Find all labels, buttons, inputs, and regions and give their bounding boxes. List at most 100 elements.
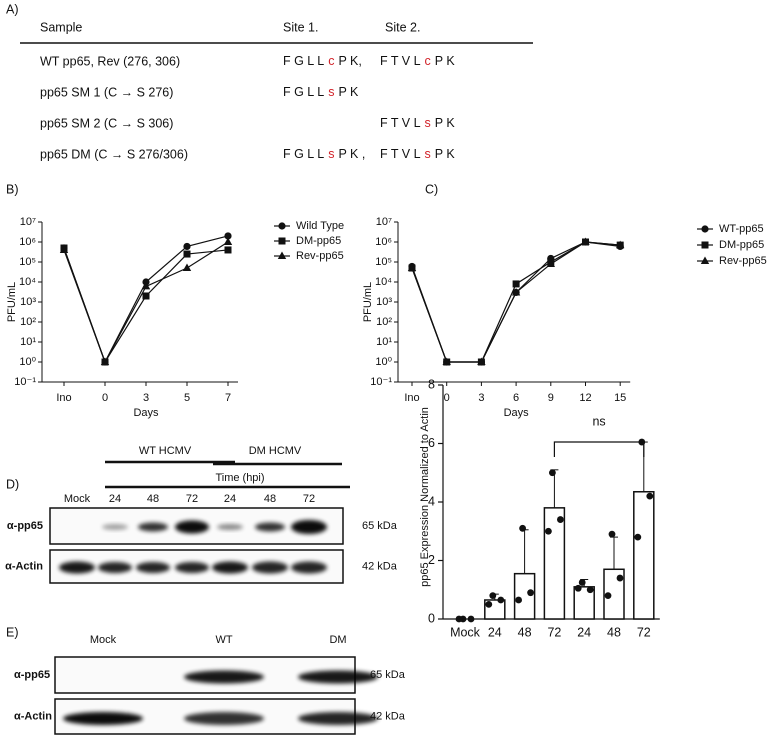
sequence-part: F T V L (380, 54, 421, 68)
marker (512, 280, 520, 288)
sequence-part: P K (338, 85, 359, 99)
data-point (527, 589, 534, 597)
x-tick-label: 5 (184, 392, 190, 404)
data-point (485, 600, 493, 608)
lane-label: 24 (109, 493, 121, 505)
x-axis-label: Days (504, 407, 530, 419)
marker (477, 357, 486, 365)
y-tick-label: 10⁶ (375, 236, 392, 248)
panel-label: E) (6, 625, 19, 639)
x-axis-label: Days (133, 407, 159, 419)
data-point (545, 527, 552, 535)
y-tick-label: 10⁵ (375, 256, 392, 268)
sequence: F G L L c P K, (283, 54, 362, 68)
y-tick-label: 2 (428, 553, 435, 567)
y-tick-label: 10⁷ (20, 216, 36, 228)
sequence-part: F G L L (283, 147, 324, 161)
size-label: 42 kDa (362, 560, 398, 572)
size-label: 65 kDa (362, 520, 398, 532)
bar (633, 491, 655, 620)
data-point (578, 579, 586, 586)
sequence-part: P K (435, 116, 456, 130)
data-point (586, 586, 594, 594)
time-label: Time (hpi) (215, 472, 264, 484)
y-tick-label: 10⁻¹ (370, 376, 392, 388)
marker (701, 225, 709, 233)
series-line (411, 241, 621, 363)
marker (700, 256, 710, 264)
lane-label: 72 (303, 493, 315, 505)
table-header: Site 1. (283, 20, 318, 34)
y-tick-label: 10⁴ (19, 276, 36, 288)
x-tick-label: 7 (225, 392, 231, 404)
band (98, 562, 132, 573)
marker (183, 242, 191, 251)
band (184, 712, 264, 725)
marker (442, 357, 451, 365)
y-tick-label: 10⁵ (19, 256, 36, 268)
group-label: WT HCMV (139, 445, 192, 457)
series-line (63, 241, 229, 364)
data-point (634, 533, 642, 541)
y-tick-label: 10⁻¹ (14, 376, 36, 388)
lane-label: Mock (64, 493, 91, 505)
band (102, 524, 128, 530)
y-tick-label: 10⁷ (376, 216, 392, 228)
x-tick-label: 72 (547, 625, 561, 639)
sequence-part: P K (435, 147, 456, 161)
x-tick-label: 6 (513, 392, 519, 404)
sequence-part: c (328, 54, 334, 68)
data-point (455, 615, 463, 623)
antibody-label: α-Actin (14, 710, 52, 722)
y-tick-label: 10³ (376, 296, 392, 308)
table-header: Sample (40, 20, 82, 34)
band (252, 561, 288, 574)
significance-bracket (553, 441, 645, 457)
marker (701, 241, 709, 249)
y-tick-label: 10⁰ (375, 356, 392, 368)
y-tick-label: 10² (376, 316, 392, 328)
sequence-part: s (328, 85, 334, 99)
data-point (515, 596, 522, 604)
marker (278, 237, 286, 245)
band (59, 561, 95, 574)
sequence-part: F G L L (283, 85, 324, 99)
y-tick-label: 4 (428, 494, 435, 508)
size-label: 42 kDa (370, 710, 406, 722)
y-tick-label: 10⁰ (19, 356, 36, 368)
sample-name: pp65 DM (C → S 276/306) (40, 147, 188, 161)
marker (182, 263, 192, 272)
sample-name: pp65 SM 2 (C → S 306) (40, 116, 173, 130)
y-tick-label: 10² (20, 316, 36, 328)
data-point (574, 584, 582, 592)
band (212, 561, 248, 574)
marker (616, 240, 625, 249)
marker (224, 232, 232, 240)
marker (278, 222, 286, 230)
x-tick-label: 24 (488, 625, 502, 639)
sequence-part: s (425, 116, 431, 130)
y-tick-label: 10¹ (376, 336, 392, 348)
marker (511, 287, 521, 296)
y-axis-label: pp65 Expression Normalized to Actin (419, 407, 431, 587)
band (175, 520, 209, 534)
x-tick-label: 24 (577, 625, 591, 639)
sequence-part: F T V L (380, 116, 421, 130)
marker (100, 357, 110, 365)
bar (513, 572, 536, 620)
data-point (604, 592, 612, 599)
x-tick-label: 15 (614, 392, 626, 404)
series-line (411, 241, 621, 363)
legend-label: Wild Type (296, 220, 344, 232)
sequence-part: s (328, 147, 334, 161)
legend-label: WT-pp65 (719, 223, 764, 235)
y-tick-label: 0 (428, 611, 435, 625)
size-label: 65 kDa (370, 669, 406, 681)
significance-label: ns (592, 414, 605, 428)
sample-name: pp65 SM 1 (C → S 276) (40, 85, 173, 99)
x-tick-label: 0 (444, 392, 450, 404)
